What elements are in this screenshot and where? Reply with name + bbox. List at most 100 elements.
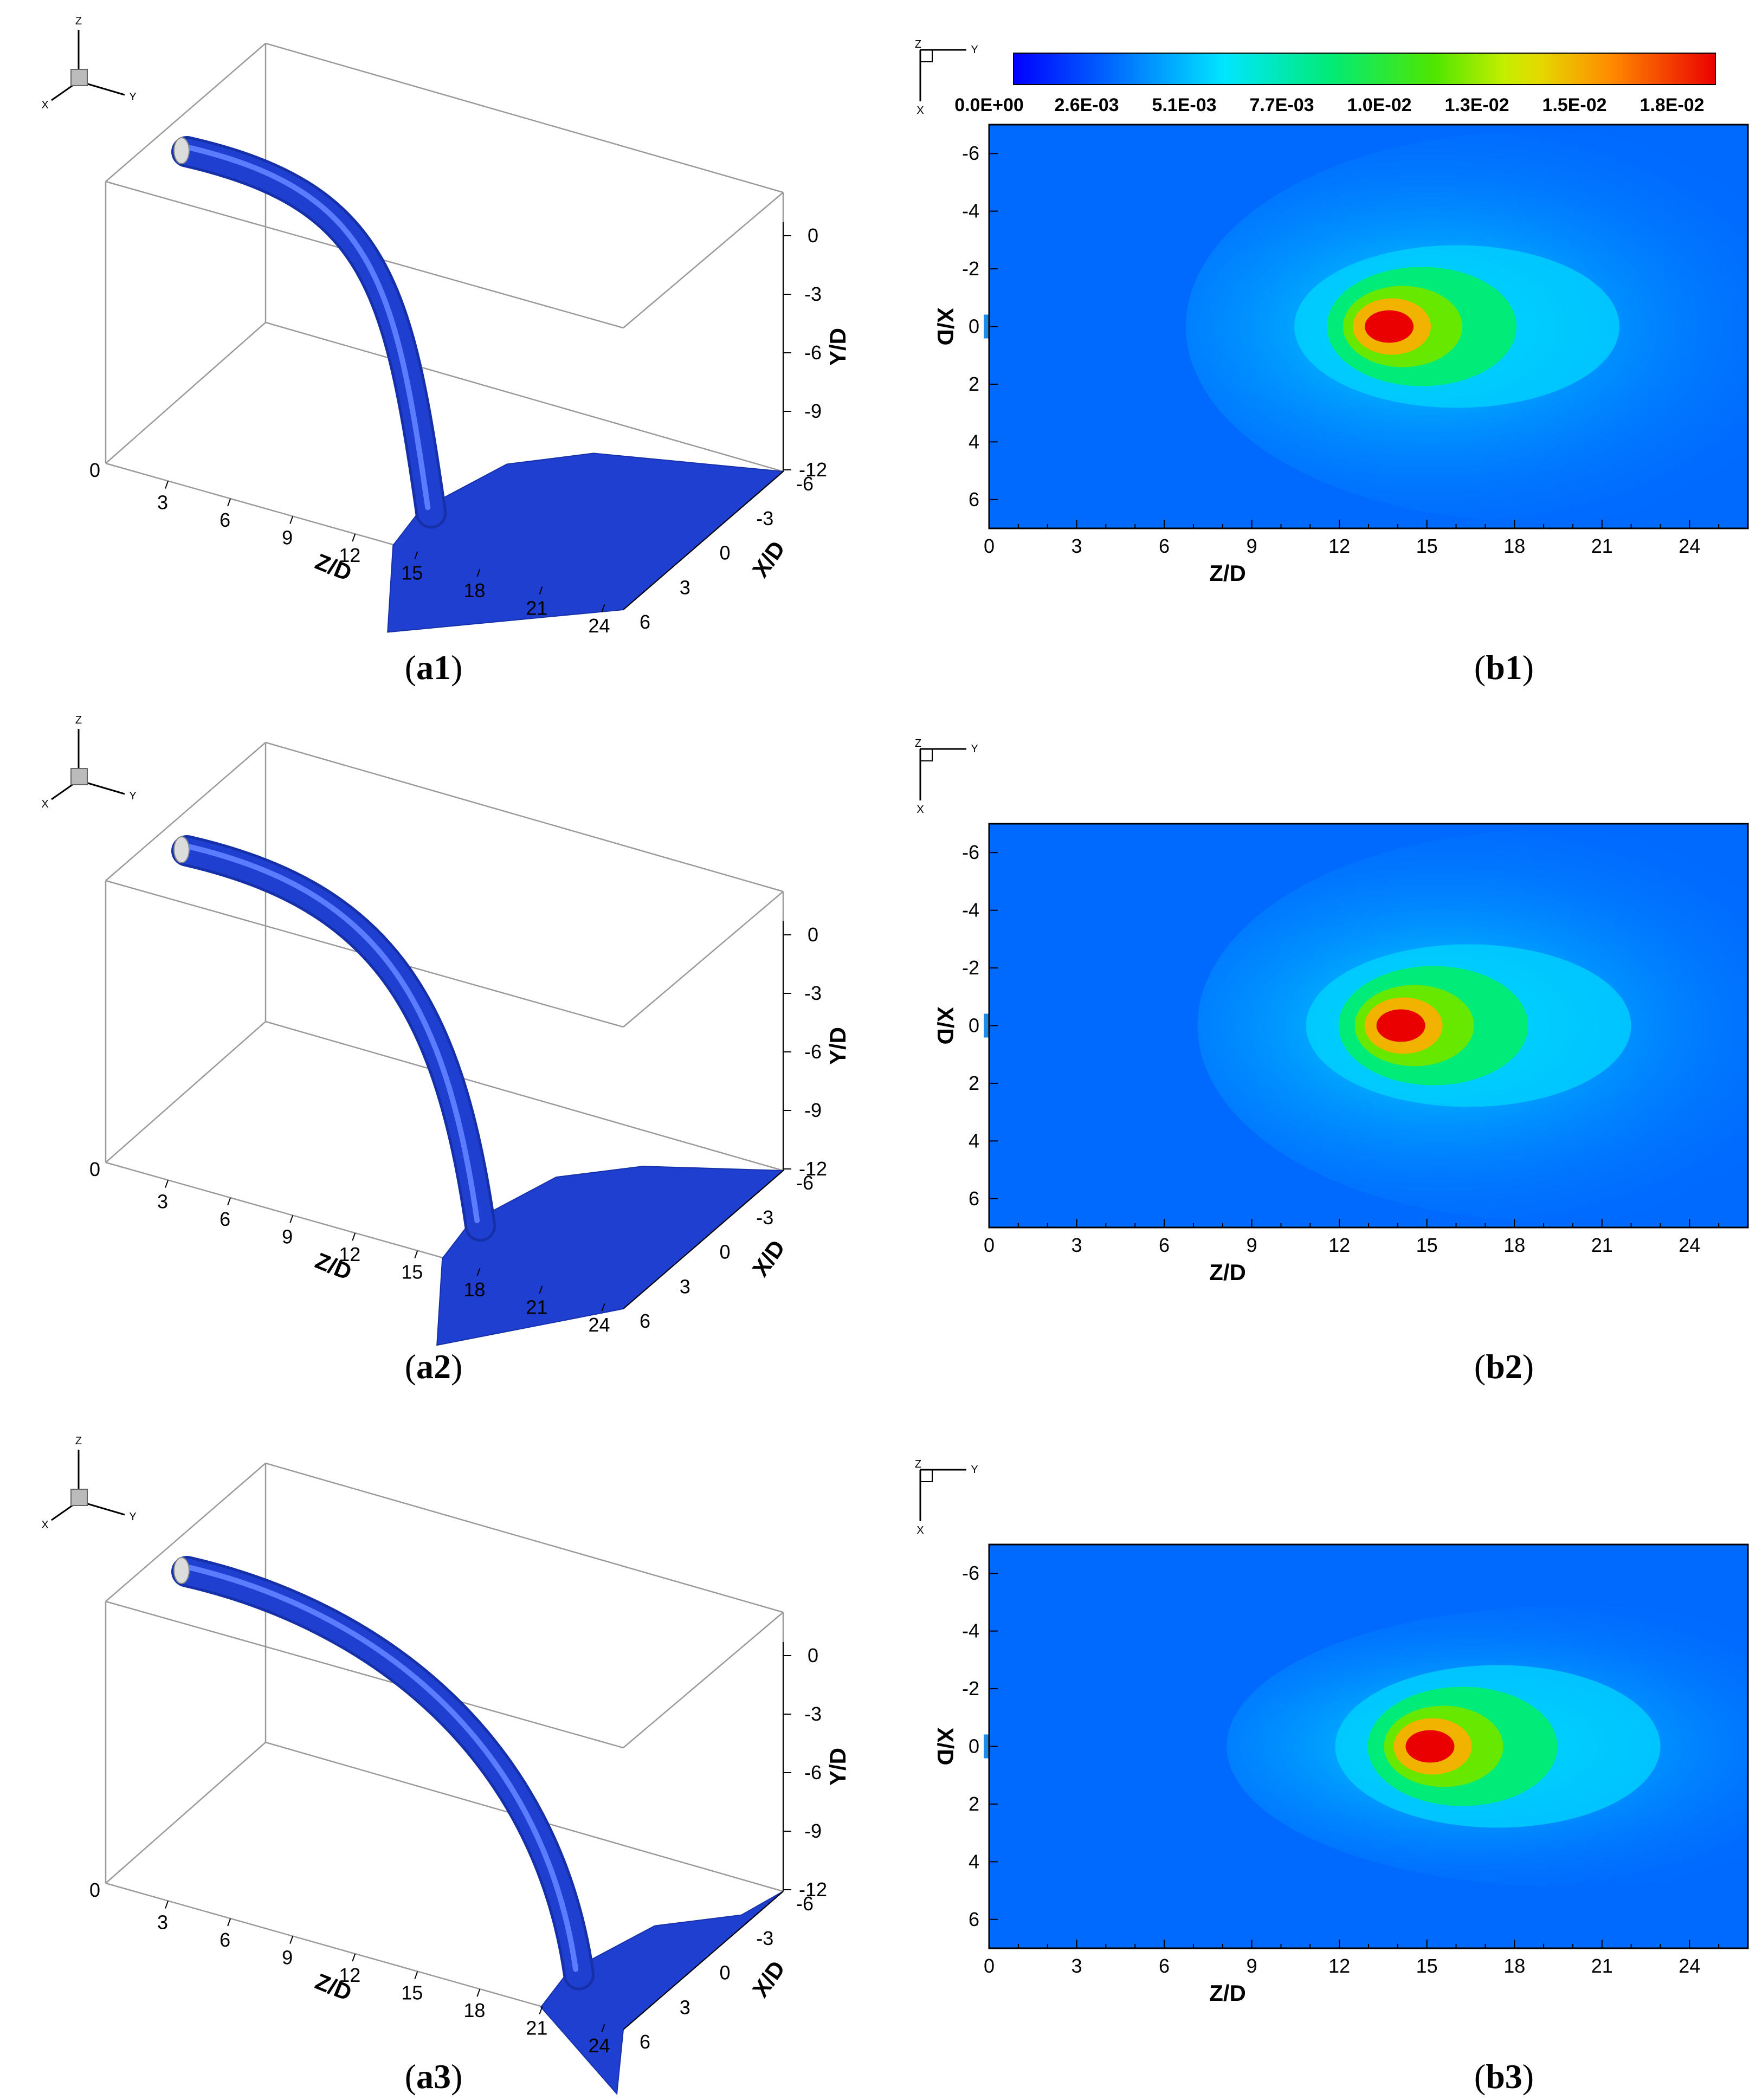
z-tick	[289, 516, 294, 524]
y-tick-label: 4	[969, 430, 979, 453]
y-axis: -6 -4 -2 0 2 4 6 X/D	[933, 142, 998, 511]
z-tick-label: 6	[220, 1929, 230, 1951]
plot-2d-svg: Y X Z 0.0E+00 2.6E-03 5.1E-03 7.7E-03 1.0E-02 1.…	[915, 38, 1749, 586]
triad-cube	[70, 1489, 88, 1506]
jet-tube-shadow	[171, 1556, 595, 1991]
triad-x-label: X	[41, 798, 48, 810]
x-tick-label: 9	[1247, 535, 1257, 557]
y-axis-label: X/D	[933, 1727, 958, 1765]
x-tick-label: 0	[984, 1955, 995, 1977]
x-tick-label: 6	[1159, 1234, 1170, 1256]
y-tick-label: -6	[962, 142, 979, 164]
z-tick	[539, 586, 543, 595]
x-tick-label: 3	[680, 576, 690, 598]
z-tick-label: 6	[220, 509, 230, 531]
z-tick-label: 9	[282, 527, 293, 549]
axis-triad: Z Y X	[41, 714, 136, 810]
x-tick-label: 3	[680, 1996, 690, 2018]
jet-tube-highlight	[181, 843, 480, 1224]
x-tick-label: 3	[1072, 1955, 1082, 1977]
colorbar: 0.0E+00 2.6E-03 5.1E-03 7.7E-03 1.0E-02 1.3E-…	[954, 53, 1716, 115]
y-tick-label: 0	[969, 315, 979, 338]
colorbar-gradient	[1013, 53, 1716, 85]
x-axis-label: Z/D	[1209, 1259, 1246, 1285]
y-tick-label: 6	[969, 1187, 979, 1210]
z-tick-label: 21	[526, 1296, 547, 1319]
y-tick-label: -9	[804, 1820, 822, 1842]
z-tick-label: 15	[401, 562, 423, 584]
x-tick-label: 0	[719, 1241, 730, 1263]
jet-nozzle	[173, 1557, 190, 1584]
z-tick	[476, 568, 481, 577]
y-tick-label: 2	[969, 1793, 979, 1815]
y-axis: -6 -4 -2 0 2 4 6 X/D	[933, 841, 998, 1210]
x-axis-label: X/D	[747, 1956, 790, 2002]
z-tick	[352, 1953, 356, 1962]
bounding-box-edge	[265, 321, 784, 473]
y-tick-label: -2	[962, 1677, 979, 1700]
triad-x-label: X	[41, 99, 48, 111]
axis-triad: Y X Z	[915, 738, 978, 816]
panel-a3: Z Y X 0 -3 -6 -9 -12 Y/D 0 3 6 9 12 15 18 21 24 Z/D -6 -3 0 3 6…	[0, 1398, 867, 2099]
z-tick-label: 3	[157, 1191, 168, 1213]
plot-3d-svg: ZYX0-3-6-9-12Y/D03691215182124Z/D-6-3036…	[41, 1435, 850, 2095]
z-tick	[476, 1988, 481, 1997]
plot-3d-svg: ZYX0-3-6-9-12Y/D03691215182124Z/D-6-3036…	[41, 714, 850, 1346]
z-tick-label: 24	[588, 2034, 610, 2057]
x-tick-label: 6	[1159, 535, 1170, 557]
triad-y-label: Y	[971, 1464, 978, 1476]
axis-triad: Y X Z	[915, 1458, 978, 1536]
triad-z-label: Z	[75, 1435, 82, 1447]
x-tick-label: -3	[756, 1206, 773, 1229]
x-tick-label: 9	[1247, 1234, 1257, 1256]
z-tick	[414, 1971, 418, 1979]
colorbar-tick-label: 1.0E-02	[1347, 95, 1411, 115]
triad-box	[920, 1469, 933, 1482]
contour-field	[1227, 1605, 1748, 1888]
panel-a1: Z Y X 0 -3 -6 -9 -12 Y/D 0 3 6 9 12 15 18 21 24 Z/D -6 -3 0 3 6…	[0, 0, 867, 699]
y-tick-label: -12	[799, 458, 827, 481]
bounding-box-edge	[265, 1020, 784, 1172]
bounding-box-edge	[105, 742, 266, 881]
z-tick-label: 15	[401, 1982, 423, 2004]
triad-cube	[70, 768, 88, 785]
bounding-box-edge	[105, 1021, 266, 1163]
colorbar-tick-label: 2.6E-03	[1054, 95, 1119, 115]
x-axis-label: X/D	[747, 537, 790, 582]
x-tick-label: -6	[796, 1172, 814, 1194]
contour-peak	[1376, 1009, 1425, 1042]
x-tick-label: 3	[1072, 1234, 1082, 1256]
x-axis: 0 3 6 9 12 15 18 21 24 Z/D	[984, 520, 1748, 586]
y-tick-label: -12	[799, 1878, 827, 1901]
y-tick-label: 6	[969, 488, 979, 511]
z-tick	[476, 1268, 481, 1276]
colorbar-tick-label: 5.1E-03	[1152, 95, 1216, 115]
triad-z-label: Z	[915, 38, 921, 50]
x-axis: 0 3 6 9 12 15 18 21 24 Z/D	[984, 1940, 1748, 2006]
y-axis-label: Y/D	[825, 1027, 850, 1065]
bounding-box-edge	[105, 322, 266, 464]
z-tick-label: 12	[339, 1964, 360, 1986]
x-tick-label: -6	[796, 1892, 814, 1915]
triad-y-label: Y	[129, 1511, 136, 1523]
x-tick-label: 21	[1591, 535, 1613, 557]
y-axis: -6 -4 -2 0 2 4 6 X/D	[933, 1562, 998, 1930]
y-tick-label: 4	[969, 1850, 979, 1872]
triad-x-label: X	[917, 1524, 924, 1536]
z-tick	[352, 533, 356, 542]
jet-tube-highlight	[181, 144, 431, 511]
z-tick-label: 9	[282, 1947, 293, 1969]
x-tick-label: 6	[640, 1310, 650, 1332]
y-tick-label: -4	[962, 899, 979, 921]
colorbar-tick-label: 1.3E-02	[1444, 95, 1509, 115]
y-tick-label: 0	[808, 923, 818, 946]
z-tick	[601, 1303, 605, 1311]
z-tick-label: 3	[157, 1911, 168, 1934]
z-tick-label: 18	[463, 579, 485, 602]
x-axis-line	[623, 471, 784, 610]
x-tick-label: 24	[1679, 535, 1700, 557]
